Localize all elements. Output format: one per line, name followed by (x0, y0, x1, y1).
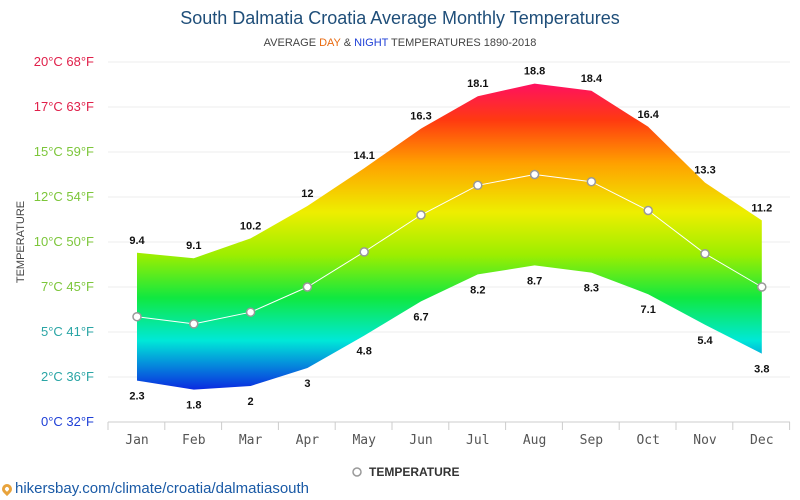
night-value-label: 3.8 (754, 364, 769, 376)
y-tick-label: 2°C 36°F (41, 369, 94, 384)
y-tick-label: 0°C 32°F (41, 414, 94, 429)
night-value-label: 5.4 (697, 335, 713, 347)
night-value-label: 3 (304, 378, 310, 390)
x-tick-label: Nov (693, 433, 717, 448)
x-axis: Jan Feb Mar Apr May Jun Jul Aug Sep Oct Nov Dec (107, 421, 791, 448)
day-value-label: 10.2 (240, 220, 261, 232)
day-value-label: 9.4 (129, 235, 145, 247)
day-value-label: 16.3 (410, 111, 431, 123)
average-point[interactable] (302, 282, 313, 292)
x-tick-label: Aug (523, 433, 546, 448)
legend[interactable]: TEMPERATURE (352, 465, 459, 479)
average-point[interactable] (529, 169, 540, 180)
average-point[interactable] (757, 282, 767, 292)
x-tick-label: Jun (409, 433, 432, 448)
night-value-label: 7.1 (641, 304, 656, 316)
x-tick-label: Sep (580, 433, 604, 448)
night-value-label: 4.8 (357, 346, 372, 358)
day-value-label: 12 (301, 188, 313, 200)
chart-subtitle: AVERAGE DAY & NIGHT TEMPERATURES 1890-20… (264, 37, 537, 49)
average-line-path (136, 173, 763, 325)
x-tick-label: Jan (125, 433, 148, 448)
y-axis-ticks: 0°C 32°F 2°C 36°F 5°C 41°F 7°C 45°F 10°C 50°… (34, 54, 94, 429)
day-value-label: 9.1 (186, 240, 201, 252)
day-value-label: 14.1 (353, 150, 374, 162)
subtitle-suffix: TEMPERATURES 1890-2018 (388, 37, 536, 49)
x-tick-label: Oct (636, 433, 659, 448)
y-tick-label: 20°C 68°F (34, 54, 94, 69)
night-value-label: 8.2 (470, 284, 485, 296)
night-value-label: 1.8 (186, 400, 201, 412)
source-link[interactable]: hikersbay.com/climate/croatia/dalmatiaso… (0, 480, 310, 498)
night-value-label: 2 (248, 396, 254, 408)
chart-title: South Dalmatia Croatia Average Monthly T… (180, 8, 620, 28)
y-tick-label: 7°C 45°F (41, 279, 94, 294)
day-value-label: 13.3 (694, 165, 715, 177)
average-point[interactable] (586, 176, 597, 187)
y-tick-label: 10°C 50°F (34, 234, 94, 249)
average-point[interactable] (643, 205, 653, 216)
night-value-label: 8.7 (527, 275, 542, 287)
subtitle-day: DAY (319, 37, 341, 49)
y-tick-label: 15°C 59°F (34, 144, 94, 159)
subtitle-mid: & (341, 37, 354, 49)
data-labels: 9.4 9.1 10.2 12 14.1 16.3 18.1 18.8 18.4 16.4 13.3… (129, 66, 772, 412)
average-point[interactable] (245, 307, 256, 317)
day-value-label: 16.4 (637, 109, 659, 121)
average-point[interactable] (189, 319, 199, 329)
y-tick-label: 17°C 63°F (34, 99, 94, 114)
day-value-label: 18.8 (524, 66, 545, 78)
day-value-label: 11.2 (751, 202, 772, 214)
average-point[interactable] (473, 180, 483, 191)
y-tick-label: 12°C 54°F (34, 189, 94, 204)
subtitle-night: NIGHT (354, 37, 389, 49)
legend-marker-icon (352, 467, 362, 477)
night-value-label: 6.7 (413, 311, 428, 323)
subtitle-prefix: AVERAGE (264, 37, 319, 49)
location-pin-icon (0, 481, 15, 497)
average-point[interactable] (132, 311, 142, 322)
x-tick-label: Mar (239, 433, 263, 448)
day-value-label: 18.4 (581, 73, 603, 85)
x-tick-label: May (352, 433, 376, 448)
night-value-label: 2.3 (129, 391, 144, 403)
day-value-label: 18.1 (467, 78, 488, 90)
day-night-band (137, 83, 762, 390)
x-tick-label: Apr (296, 433, 320, 448)
x-tick-label: Dec (750, 433, 773, 448)
x-tick-label: Jul (466, 433, 489, 448)
source-url: hikersbay.com/climate/croatia/dalmatiaso… (15, 480, 310, 497)
temperature-band (137, 83, 762, 390)
y-tick-label: 5°C 41°F (41, 324, 94, 339)
y-axis-label: TEMPERATURE (15, 201, 27, 283)
night-value-label: 8.3 (584, 283, 599, 295)
average-point[interactable] (700, 248, 710, 259)
legend-label: TEMPERATURE (369, 465, 459, 479)
average-point[interactable] (416, 210, 426, 220)
average-point[interactable] (359, 247, 369, 257)
x-tick-label: Feb (182, 433, 206, 448)
average-line (132, 169, 767, 329)
